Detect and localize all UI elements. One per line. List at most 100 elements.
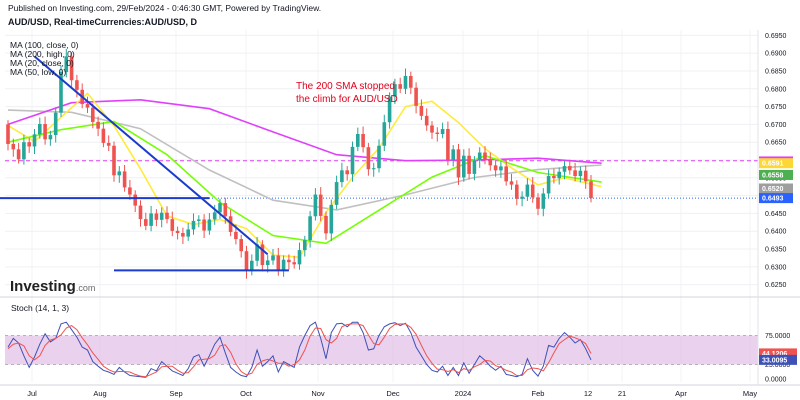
- candle-body: [419, 105, 424, 116]
- stochastic-pane: [5, 321, 758, 378]
- candle-body: [350, 146, 355, 175]
- candle-body: [16, 149, 21, 160]
- candle-body: [483, 152, 487, 160]
- candle-body: [303, 240, 307, 251]
- x-tick-label: 21: [618, 389, 626, 398]
- stoch-tag: [759, 348, 797, 359]
- candle-body: [324, 215, 328, 234]
- candle-body: [515, 184, 519, 199]
- candle-body: [409, 75, 413, 88]
- candle-body: [53, 112, 58, 136]
- candle-body: [398, 84, 402, 89]
- candle-body: [27, 142, 31, 147]
- legend-ma20[interactable]: MA (20, close, 0): [10, 58, 74, 68]
- candle-body: [265, 260, 270, 266]
- candle-body: [91, 107, 95, 122]
- x-tick-label: Jul: [27, 389, 37, 398]
- legend-ma200[interactable]: MA (200, high, 0): [10, 49, 75, 59]
- x-tick-label: Dec: [386, 389, 400, 398]
- annotation-line-1: The 200 SMA stopped: [296, 81, 395, 92]
- candle-body: [552, 176, 556, 179]
- stoch-tag-label: 44.1206: [762, 351, 787, 358]
- y-tick-label: 0.6950: [765, 33, 787, 40]
- stoch-band: [5, 335, 758, 365]
- candle-body: [197, 219, 201, 221]
- y-tick-label: 0.6800: [765, 86, 787, 93]
- published-note: Published on Investing.com, 29/Feb/2024 …: [8, 3, 322, 13]
- candle-body: [271, 255, 275, 261]
- price-grid: [5, 30, 758, 382]
- y-tick-label: 0.6900: [765, 51, 787, 58]
- stoch-tag: [759, 354, 797, 365]
- candle-body: [292, 262, 296, 265]
- candle-body: [128, 187, 132, 195]
- candle-body: [239, 239, 243, 252]
- candle-body: [562, 166, 567, 172]
- candle-body: [435, 132, 440, 134]
- candle-body: [255, 244, 259, 261]
- legend-ma100[interactable]: MA (100, close, 0): [10, 40, 79, 50]
- candle-body: [520, 196, 524, 199]
- candle-body: [356, 134, 360, 147]
- stoch-tag-label: 33.0095: [762, 357, 787, 364]
- price-tag-label: 0.6520: [762, 186, 784, 193]
- candle-body: [467, 155, 471, 174]
- ma200-line: [7, 98, 602, 164]
- trendlines[interactable]: [0, 55, 289, 272]
- x-tick-label: Sep: [169, 389, 182, 398]
- logo-suffix: .com: [75, 283, 96, 293]
- candle-body: [117, 171, 122, 176]
- candle-body: [393, 84, 397, 97]
- candle-body: [297, 250, 302, 265]
- legend-ma50[interactable]: MA (50, low, 0): [10, 67, 67, 77]
- candle-body: [212, 212, 217, 220]
- candle-body: [414, 87, 418, 106]
- x-tick-label: Aug: [93, 389, 106, 398]
- candle-body: [377, 145, 381, 169]
- candle-body: [64, 56, 69, 73]
- price-axis[interactable]: 0.6950 0.6900 0.6850 0.6800 0.6750 0.6700 0.66…: [765, 33, 790, 384]
- candle-body: [149, 213, 153, 226]
- y-tick-label: 0.6850: [765, 68, 787, 75]
- candle-body: [244, 251, 249, 272]
- y-tick-label: 0.6450: [765, 211, 787, 218]
- candle-body: [493, 165, 498, 171]
- candle-body: [106, 142, 111, 146]
- chart-annotation: The 200 SMA stopped the climb for AUD/US…: [296, 80, 416, 106]
- candle-body: [69, 56, 74, 81]
- time-axis[interactable]: Jul Aug Sep Oct Nov Dec 2024 Feb 12 21 Apr May: [0, 30, 800, 398]
- candle-body: [22, 142, 26, 160]
- y-tick-label: 0.6650: [765, 140, 787, 147]
- candle-body: [382, 122, 387, 146]
- y-tick-label: 0.6700: [765, 122, 787, 129]
- candle-body: [589, 181, 593, 199]
- candle-body: [541, 193, 546, 209]
- candle-body: [165, 212, 169, 220]
- candle-body: [403, 75, 408, 89]
- candle-body: [546, 176, 551, 194]
- candle-body: [583, 170, 588, 182]
- candle-body: [525, 184, 530, 197]
- candle-body: [472, 160, 477, 174]
- price-tag-label: 0.6493: [762, 196, 784, 203]
- ma50-line: [7, 120, 602, 245]
- candle-body: [456, 149, 461, 178]
- candle-body: [451, 149, 455, 160]
- y-tick-label: 0.6300: [765, 264, 787, 271]
- candle-body: [440, 129, 445, 134]
- candle-body: [43, 124, 47, 140]
- candle-body: [446, 129, 450, 160]
- price-tag: [759, 158, 793, 169]
- candle-body: [159, 212, 164, 220]
- stochastic-label[interactable]: Stoch (14, 1, 3): [11, 303, 70, 313]
- candle-body: [536, 197, 540, 209]
- candle-body: [340, 170, 344, 183]
- candle-body: [509, 181, 514, 185]
- candle-body: [260, 244, 265, 266]
- candle-body: [122, 171, 127, 188]
- candle-body: [329, 204, 334, 234]
- candle-body: [387, 96, 392, 123]
- candle-body: [191, 220, 196, 230]
- candle-body: [424, 115, 429, 126]
